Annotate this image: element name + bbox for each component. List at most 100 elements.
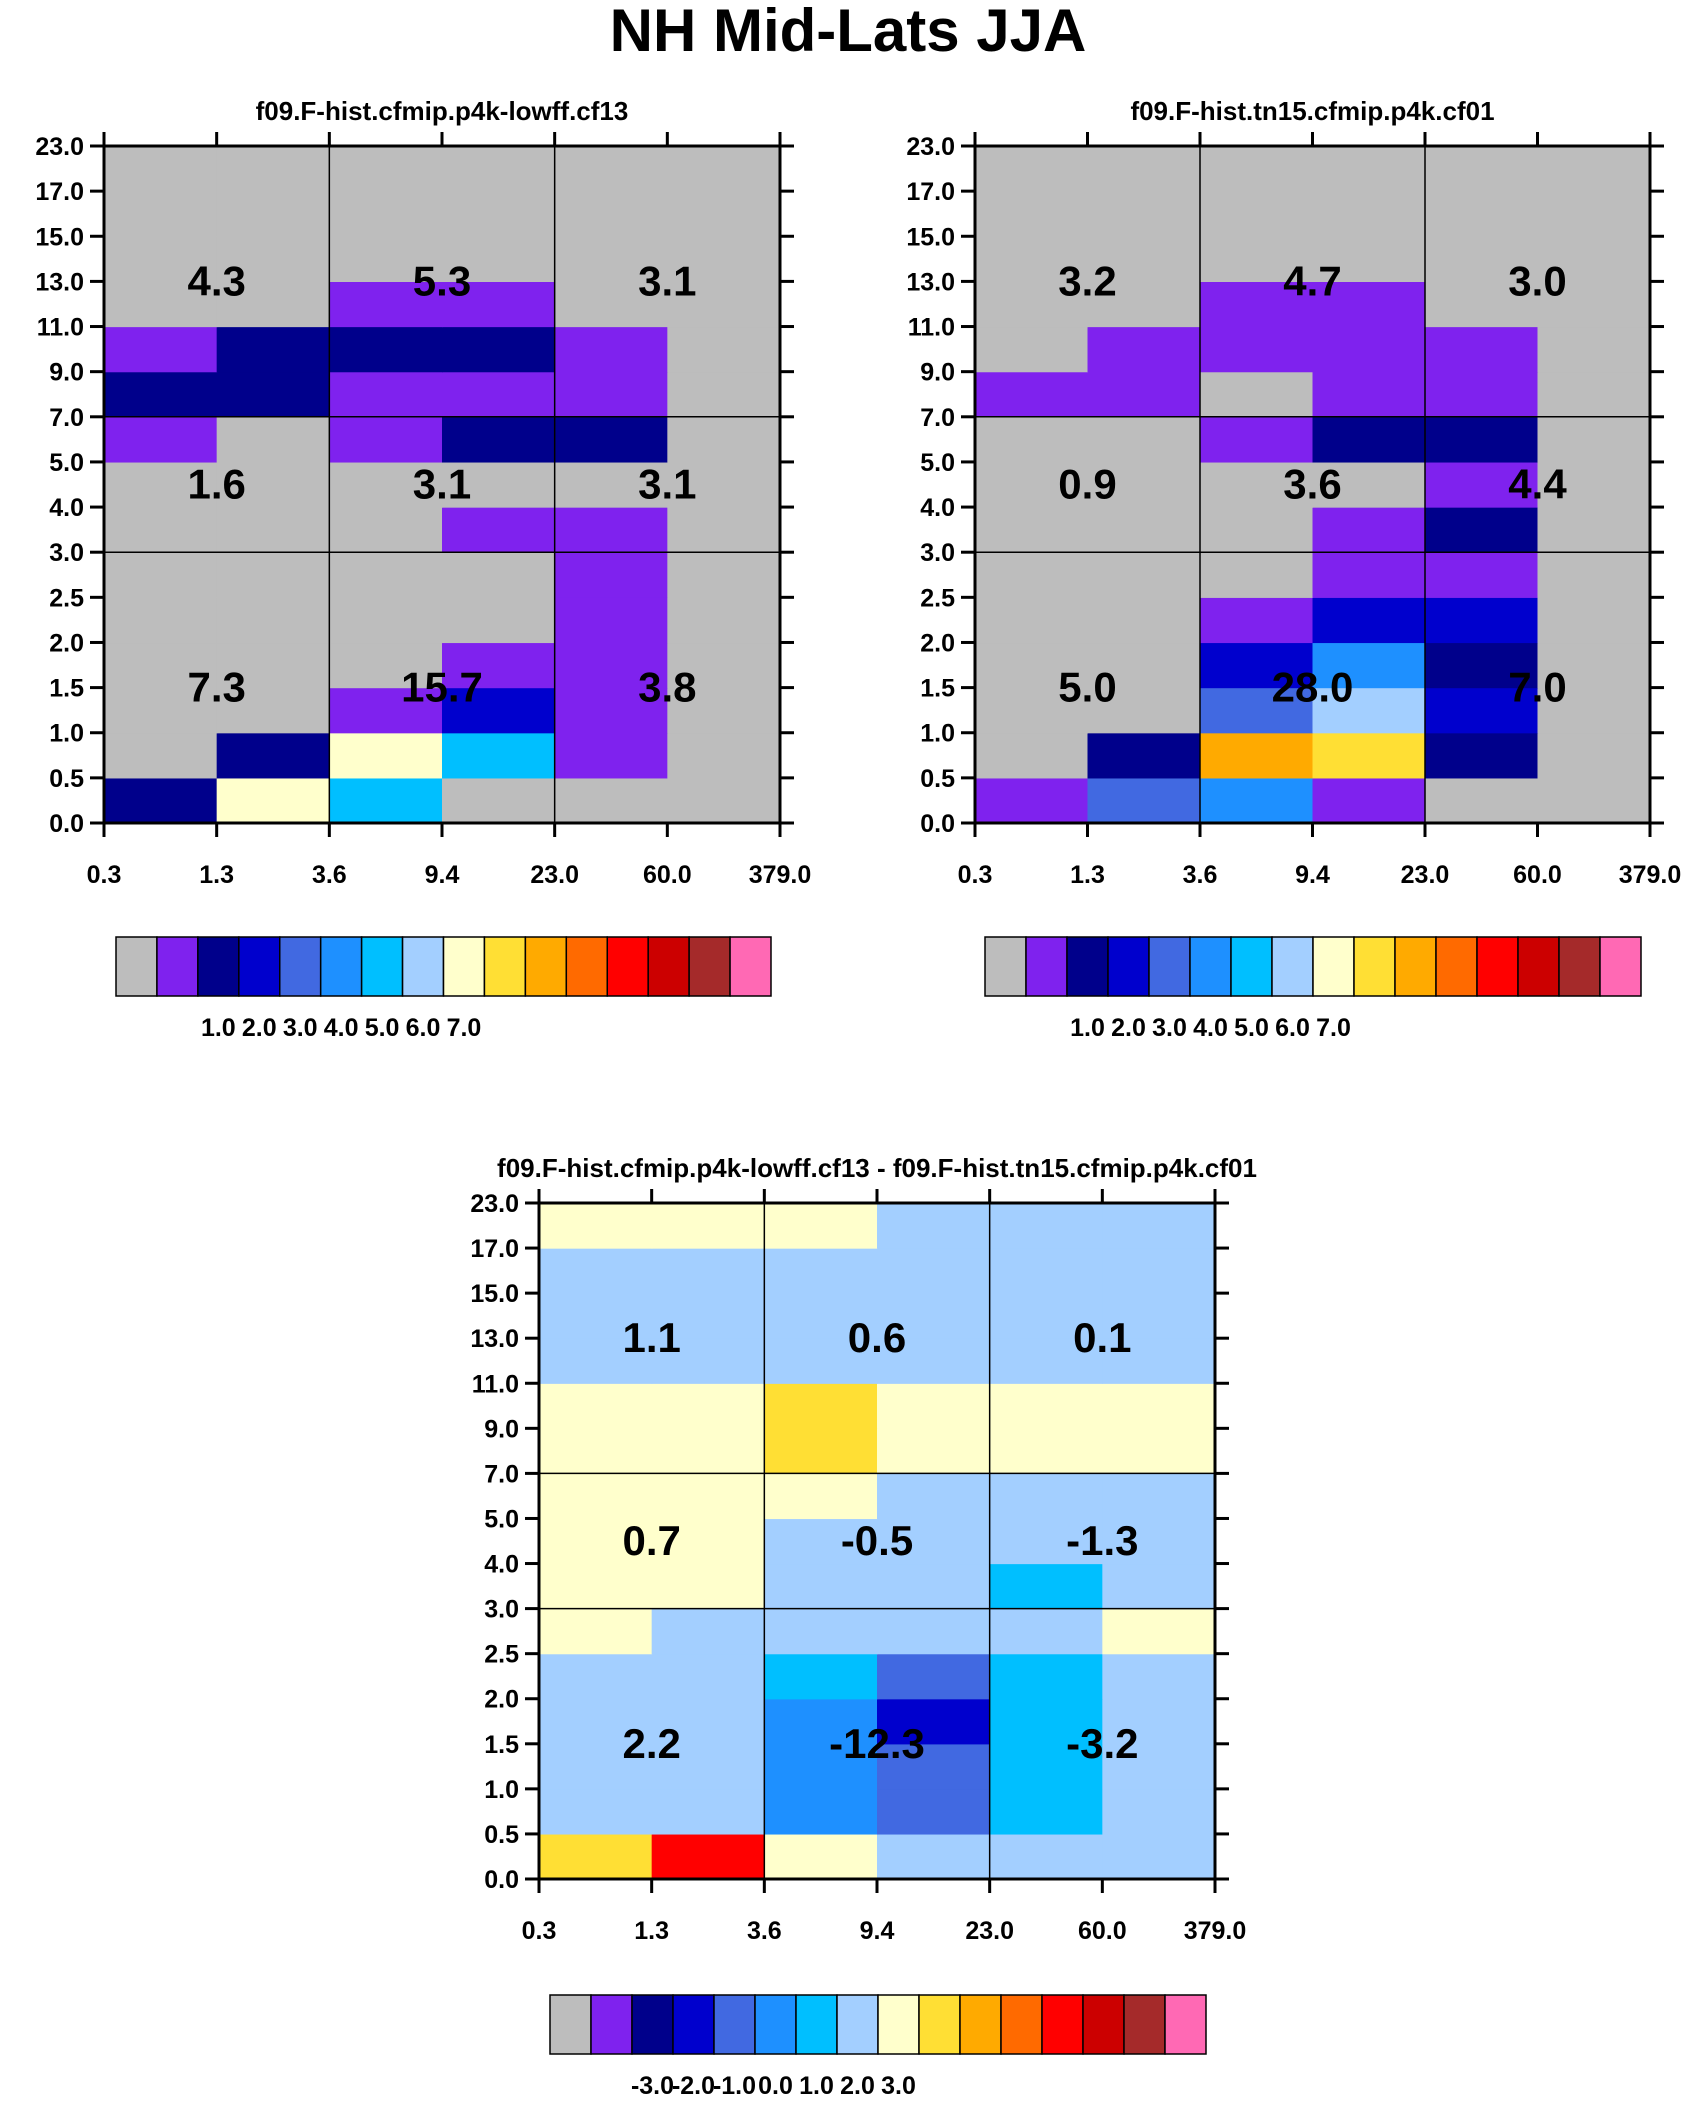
panel-3-cell (877, 1563, 991, 1610)
panel-1-xtick-label: 379.0 (749, 861, 812, 889)
panel-1-region-total: 1.6 (187, 461, 245, 508)
panel-2-colorbar-box (1230, 936, 1273, 997)
panel-3-ytick-label: 2.5 (484, 1641, 519, 1669)
panel-1-cell (104, 777, 218, 824)
panel-2-colorbar-box (1435, 936, 1478, 997)
panel-2-ytick-label: 7.0 (920, 404, 955, 432)
panel-3-cell (651, 1563, 765, 1610)
panel-3-cell (539, 1743, 653, 1790)
panel-3-cell (539, 1788, 653, 1835)
panel-3-colorbar-box (1082, 1994, 1125, 2055)
panel-3-cell (877, 1743, 991, 1790)
panel-2-cell (1087, 461, 1201, 508)
panel-1-cell (554, 732, 668, 779)
panel-2-cell (1425, 281, 1539, 328)
panel-3-cell (651, 1608, 765, 1655)
panel-2-cell (975, 191, 1089, 237)
panel-2-xtick-label: 379.0 (1619, 861, 1682, 889)
panel-1-cell (104, 732, 218, 779)
panel-2-cell (1200, 236, 1314, 282)
panel-3-cell (877, 1698, 991, 1745)
panel-2-cell (1200, 371, 1314, 418)
panel-1-cell (216, 326, 330, 373)
panel-2-colorbar-label: 5.0 (1234, 1014, 1269, 1042)
panel-3-colorbar-box (877, 1994, 920, 2055)
panel-3-colorbar-box (590, 1994, 633, 2055)
panel-3-cell (764, 1563, 878, 1610)
panel-1-cell (667, 507, 781, 553)
panel-2-cell (1200, 507, 1314, 553)
panel-2-cell (975, 416, 1089, 463)
panel-2-colorbar-label: 3.0 (1152, 1014, 1187, 1042)
panel-3-ytick-label: 11.0 (472, 1370, 519, 1398)
panel-2-cell (1425, 416, 1539, 463)
panel-3-cell (1102, 1203, 1216, 1249)
panel-3-cell (877, 1338, 991, 1384)
panel-2-cell (1537, 732, 1651, 779)
panel-3-cell (989, 1788, 1103, 1835)
panel-1-cell (554, 777, 668, 824)
panel-3-colorbar-label: 3.0 (881, 2072, 916, 2100)
panel-2-cell (975, 507, 1089, 553)
panel-2-cell (1087, 146, 1201, 192)
panel-2-cell (1087, 416, 1201, 463)
panel-1-region-total: 3.8 (638, 664, 696, 711)
panel-1-xtick-label: 23.0 (530, 861, 579, 889)
panel-3-cell (764, 1518, 878, 1565)
panel-1-ytick-label: 0.5 (49, 765, 84, 793)
panel-2-cell (1200, 326, 1314, 373)
panel-1-cell (442, 777, 556, 824)
panel-1-colorbar-box (156, 936, 199, 997)
panel-3-colorbar-label: -2.0 (672, 2072, 715, 2100)
panel-2-region-total: 3.2 (1058, 257, 1116, 304)
panel-3-cell (989, 1833, 1103, 1880)
panel-2-colorbar-box (1189, 936, 1232, 997)
panel-1-cell (442, 281, 556, 328)
panel-1-cell (216, 236, 330, 282)
panel-2-cell (1200, 777, 1314, 824)
panel-3-ytick-label: 1.0 (484, 1776, 519, 1804)
panel-3-cell (877, 1833, 991, 1880)
panel-1-colorbar-box (524, 936, 568, 997)
panel-1-ytick-label: 2.0 (49, 629, 84, 657)
panel-3-cell (651, 1698, 765, 1745)
panel-2-cell (1200, 281, 1314, 328)
panel-3-ytick-label: 23.0 (470, 1190, 519, 1218)
panel-3-cell (989, 1743, 1103, 1790)
panel-2-ytick-label: 23.0 (906, 133, 955, 161)
panel-2-cell (1087, 642, 1201, 689)
panel-3-cell (1102, 1428, 1216, 1474)
panel-3-cell (539, 1653, 653, 1700)
panel-3-cell (877, 1788, 991, 1835)
panel-1-cell (442, 687, 556, 734)
panel-1-cell (329, 461, 443, 508)
panel-2-region-total: 3.6 (1283, 461, 1341, 508)
panel-1-cell (442, 642, 556, 689)
panel-3-cell (1102, 1248, 1216, 1294)
panel-1-cell (554, 642, 668, 689)
panel-3-xtick-label: 1.3 (634, 1917, 669, 1945)
panel-1-cell (667, 371, 781, 418)
panel-3-cell (1102, 1743, 1216, 1790)
panel-3-ytick-label: 0.0 (484, 1866, 519, 1894)
panel-3-colorbar-box (795, 1994, 838, 2055)
panel-3-cell (1102, 1293, 1216, 1339)
panel-2-xtick-label: 9.4 (1295, 861, 1330, 889)
panel-1-cell (216, 642, 330, 689)
panel-1-ytick-label: 0.0 (49, 810, 84, 838)
panel-2-cell (1312, 326, 1426, 373)
panel-2-colorbar-box (1025, 936, 1068, 997)
panel-1-cell (554, 236, 668, 282)
panel-3-cell (539, 1518, 653, 1565)
panel-1-colorbar-label: 4.0 (324, 1014, 359, 1042)
panel-2-cell (1200, 642, 1314, 689)
panel-1-cell (216, 597, 330, 644)
panel-1-cell (104, 191, 218, 237)
panel-2-cell (1200, 416, 1314, 463)
panel-1-region-total: 3.1 (413, 461, 471, 508)
panel-1-xtick-label: 0.3 (87, 861, 122, 889)
panel-1-region-total: 3.1 (638, 461, 696, 508)
panel-2-colorbar-label: 7.0 (1316, 1014, 1351, 1042)
panel-2-cell (1537, 461, 1651, 508)
panel-3-colorbar-box (1164, 1994, 1207, 2055)
